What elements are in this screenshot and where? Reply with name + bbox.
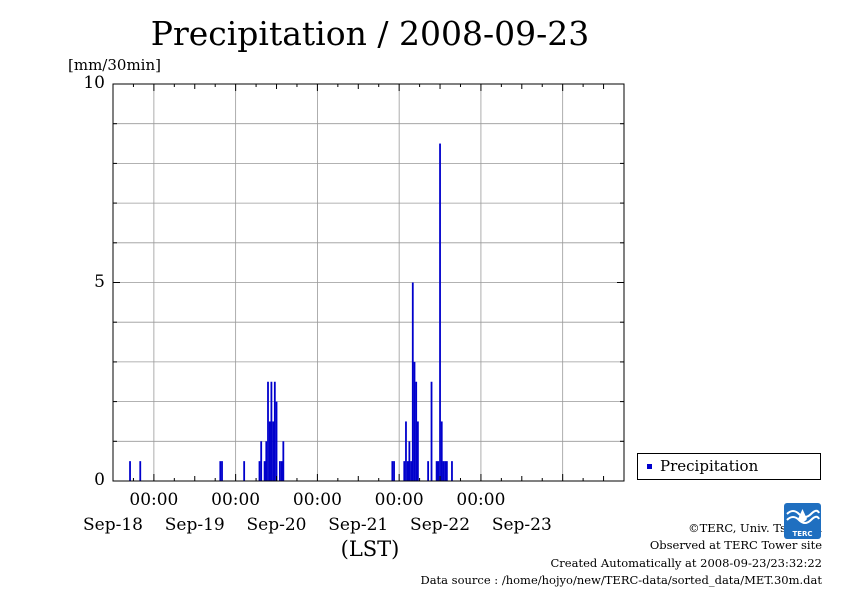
- precipitation-bar: [221, 461, 223, 481]
- created-timestamp-text: Created Automatically at 2008-09-23/23:3…: [550, 556, 823, 570]
- precipitation-bar: [265, 441, 268, 481]
- data-source-text: Data source : /home/hojyo/new/TERC-data/…: [420, 573, 822, 587]
- x-date-label: Sep-19: [164, 515, 225, 535]
- precipitation-bar: [444, 461, 447, 481]
- precipitation-bar: [391, 461, 394, 481]
- x-time-label: 00:00: [292, 490, 342, 510]
- logo-text: TERC: [792, 530, 813, 538]
- precipitation-bar: [268, 421, 271, 481]
- precipitation-bar: [219, 461, 222, 481]
- terc-logo: TERC: [784, 503, 821, 539]
- y-tick-label: 5: [94, 271, 105, 292]
- x-date-label: Sep-21: [328, 515, 389, 535]
- precipitation-bar: [270, 381, 273, 481]
- legend-label: Precipitation: [660, 457, 759, 475]
- precipitation-bar: [275, 401, 278, 481]
- precipitation-bar: [243, 461, 246, 481]
- legend-swatch: [647, 464, 652, 469]
- precipitation-bar: [280, 461, 283, 481]
- precipitation-bar: [415, 381, 418, 481]
- precipitation-bar: [273, 381, 276, 481]
- precipitation-bar: [267, 381, 269, 481]
- precipitation-bar: [279, 461, 281, 481]
- precipitation-bar: [403, 461, 406, 481]
- x-time-label: 00:00: [374, 490, 424, 510]
- precipitation-bar: [405, 421, 407, 481]
- precipitation-bar: [408, 441, 411, 481]
- precipitation-bar: [282, 441, 285, 481]
- precipitation-bar: [427, 461, 430, 481]
- precipitation-bar: [258, 461, 261, 481]
- precipitation-bar: [260, 441, 263, 481]
- precipitation-bar: [393, 461, 395, 481]
- precipitation-bar: [439, 143, 441, 482]
- precipitation-bar: [437, 461, 440, 481]
- y-tick-label: 10: [83, 73, 105, 93]
- chart-axes: [112, 83, 625, 482]
- precipitation-bar: [430, 381, 433, 481]
- x-time-label: 00:00: [129, 490, 179, 510]
- x-time-label: 00:00: [211, 490, 261, 510]
- precipitation-bar: [263, 461, 266, 481]
- y-axis-unit-label: [mm/30min]: [68, 56, 161, 74]
- precipitation-bar: [440, 421, 443, 481]
- terc-logo-icon: [784, 503, 821, 539]
- precipitation-bar: [416, 421, 419, 481]
- x-axis-label: (LST): [340, 537, 400, 561]
- x-date-label: Sep-23: [491, 515, 552, 535]
- precipitation-bar: [435, 461, 438, 481]
- precipitation-series: [129, 143, 453, 482]
- precipitation-bar: [129, 461, 131, 481]
- precipitation-bar: [410, 461, 412, 481]
- precipitation-bar: [442, 461, 445, 481]
- precipitation-bar: [413, 361, 416, 481]
- x-date-label: Sep-22: [410, 515, 471, 535]
- precipitation-bar: [272, 421, 275, 481]
- precipitation-bar: [406, 461, 409, 481]
- precipitation-bar: [139, 461, 142, 481]
- chart-grid: [113, 84, 624, 481]
- x-date-label: Sep-20: [246, 515, 307, 535]
- chart-title: Precipitation / 2008-09-23: [150, 14, 590, 53]
- precipitation-bar: [451, 461, 453, 481]
- x-time-label: 00:00: [456, 490, 506, 510]
- precipitation-bar: [445, 461, 448, 481]
- legend: Precipitation: [637, 453, 821, 480]
- x-date-label: Sep-18: [83, 515, 143, 535]
- observed-site-text: Observed at TERC Tower site: [649, 538, 822, 552]
- precipitation-bar: [411, 282, 414, 481]
- y-tick-label: 0: [94, 470, 105, 490]
